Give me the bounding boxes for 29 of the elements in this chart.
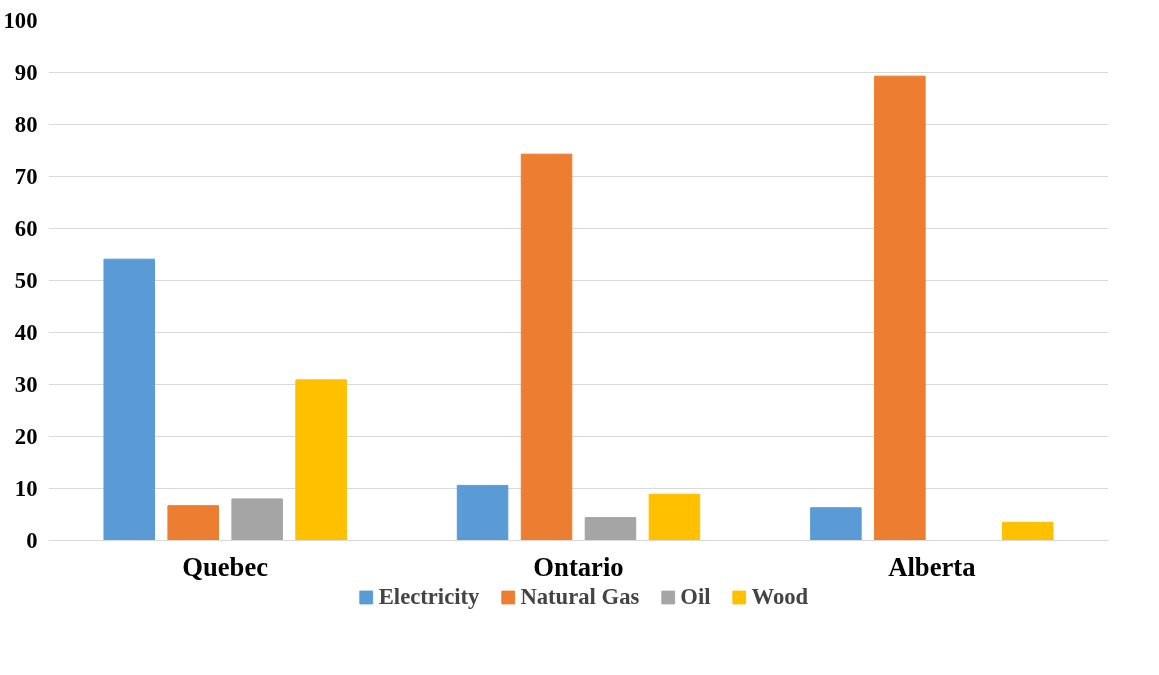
bar xyxy=(456,484,509,541)
x-tick-label: Quebec xyxy=(182,551,269,582)
bar xyxy=(1002,521,1054,541)
y-tick-label: 60 xyxy=(14,216,38,241)
bar xyxy=(648,493,701,541)
y-tick-label: 10 xyxy=(14,476,38,501)
bar xyxy=(295,379,347,541)
y-tick-label: 0 xyxy=(26,528,38,553)
legend-label: Natural Gas xyxy=(520,584,640,610)
bar xyxy=(874,75,926,541)
y-tick-label: 100 xyxy=(3,8,38,33)
bar xyxy=(231,498,283,541)
bar xyxy=(103,258,155,541)
y-tick-label: 80 xyxy=(14,112,38,137)
y-tick-label: 20 xyxy=(14,424,38,449)
legend-label: Electricity xyxy=(378,584,480,610)
bar xyxy=(810,507,862,541)
legend-label: Oil xyxy=(680,584,711,610)
y-tick-label: 90 xyxy=(14,60,38,85)
legend-label: Wood xyxy=(751,584,809,610)
x-tick-label: Alberta xyxy=(888,551,976,582)
y-tick-label: 50 xyxy=(14,268,38,293)
y-tick-label: 30 xyxy=(14,372,38,397)
bar xyxy=(520,153,573,541)
y-tick-label: 70 xyxy=(14,164,38,189)
bar xyxy=(167,505,219,541)
y-tick-label: 40 xyxy=(14,320,38,345)
bar xyxy=(584,517,637,541)
x-tick-label: Ontario xyxy=(533,551,624,582)
